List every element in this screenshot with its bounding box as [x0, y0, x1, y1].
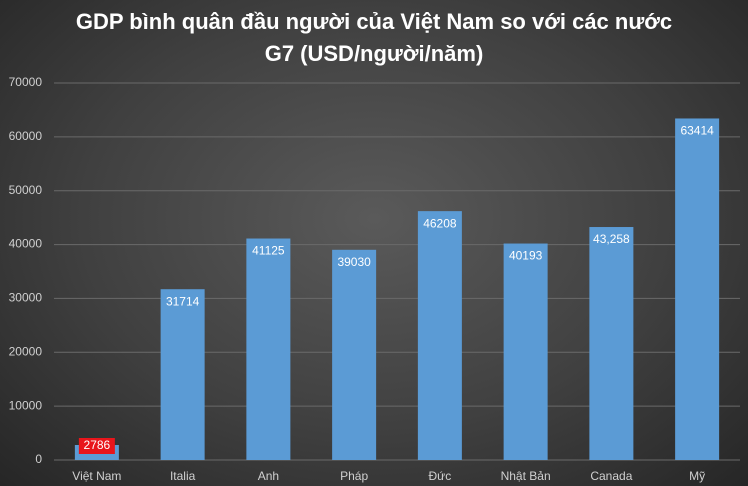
- x-tick-label: Nhật Bản: [501, 469, 551, 483]
- y-tick-label: 0: [35, 452, 42, 466]
- x-tick-label: Đức: [429, 469, 452, 483]
- bar: [417, 211, 462, 460]
- y-tick-label: 20000: [9, 344, 43, 358]
- y-tick-label: 60000: [9, 129, 43, 143]
- x-tick-label: Mỹ: [689, 469, 705, 483]
- y-tick-label: 10000: [9, 398, 43, 412]
- value-label: 39030: [337, 255, 371, 269]
- x-tick-label: Pháp: [340, 469, 368, 483]
- chart-title: GDP bình quân đầu người của Việt Nam so …: [75, 9, 673, 66]
- bar: [675, 118, 720, 461]
- y-tick-label: 30000: [9, 291, 43, 305]
- value-label: 40193: [509, 249, 543, 263]
- x-tick-label: Canada: [590, 469, 632, 483]
- bar: [160, 289, 205, 460]
- x-tick-label: Việt Nam: [72, 469, 121, 483]
- x-tick-label: Italia: [170, 469, 196, 483]
- value-label: 2786: [84, 438, 111, 452]
- y-tick-label: 70000: [9, 75, 43, 89]
- value-label: 43,258: [593, 232, 630, 246]
- value-label: 31714: [166, 294, 200, 308]
- value-label: 63414: [680, 124, 714, 138]
- value-label: 41125: [252, 244, 285, 258]
- bar: [503, 243, 548, 460]
- value-label-box: [78, 438, 115, 454]
- y-tick-label: 50000: [9, 183, 43, 197]
- bar: [246, 238, 291, 460]
- x-tick-label: Anh: [258, 469, 279, 483]
- bar: [332, 249, 377, 460]
- bar: [589, 227, 634, 460]
- value-label: 46208: [423, 216, 457, 230]
- y-tick-label: 40000: [9, 237, 43, 251]
